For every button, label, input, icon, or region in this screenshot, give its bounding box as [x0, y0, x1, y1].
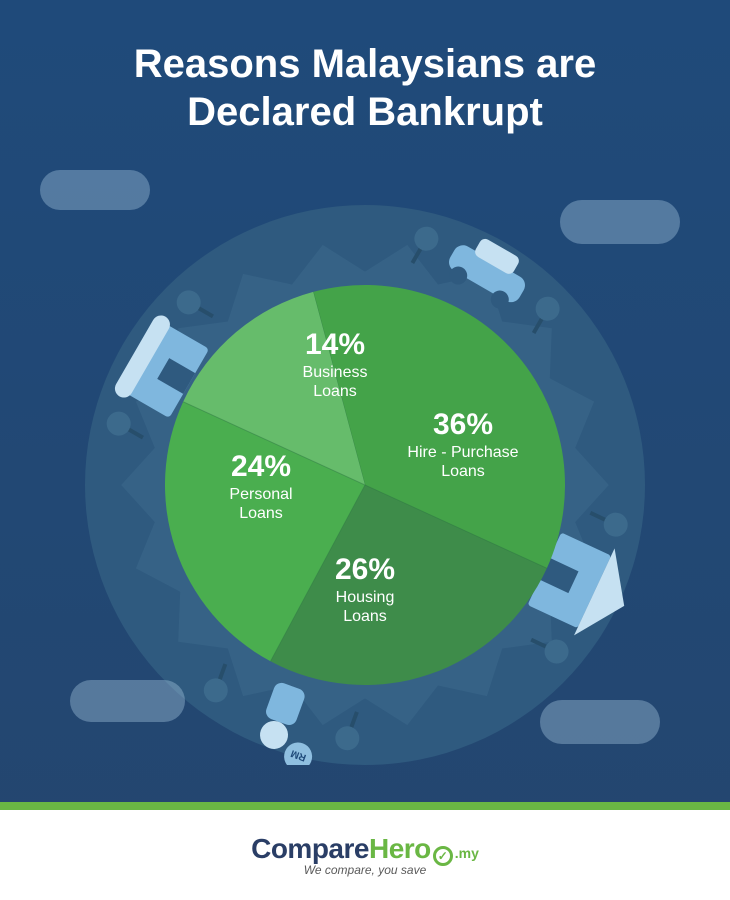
logo-wordmark: Compare Hero ✓ .my — [251, 833, 479, 865]
footer-logo: Compare Hero ✓ .my We compare, you save — [0, 810, 730, 900]
page-title: Reasons Malaysians are Declared Bankrupt — [0, 0, 730, 156]
logo-hero-text: Hero — [369, 833, 431, 865]
logo-tagline: We compare, you save — [304, 863, 427, 877]
cloud-icon — [560, 200, 680, 244]
logo-suffix: .my — [455, 845, 479, 861]
logo-check-icon: ✓ — [433, 846, 453, 866]
cloud-icon — [40, 170, 150, 210]
footer-accent-bar — [0, 802, 730, 810]
logo-compare-text: Compare — [251, 833, 369, 865]
cloud-icon — [70, 680, 185, 722]
cloud-icon — [540, 700, 660, 744]
